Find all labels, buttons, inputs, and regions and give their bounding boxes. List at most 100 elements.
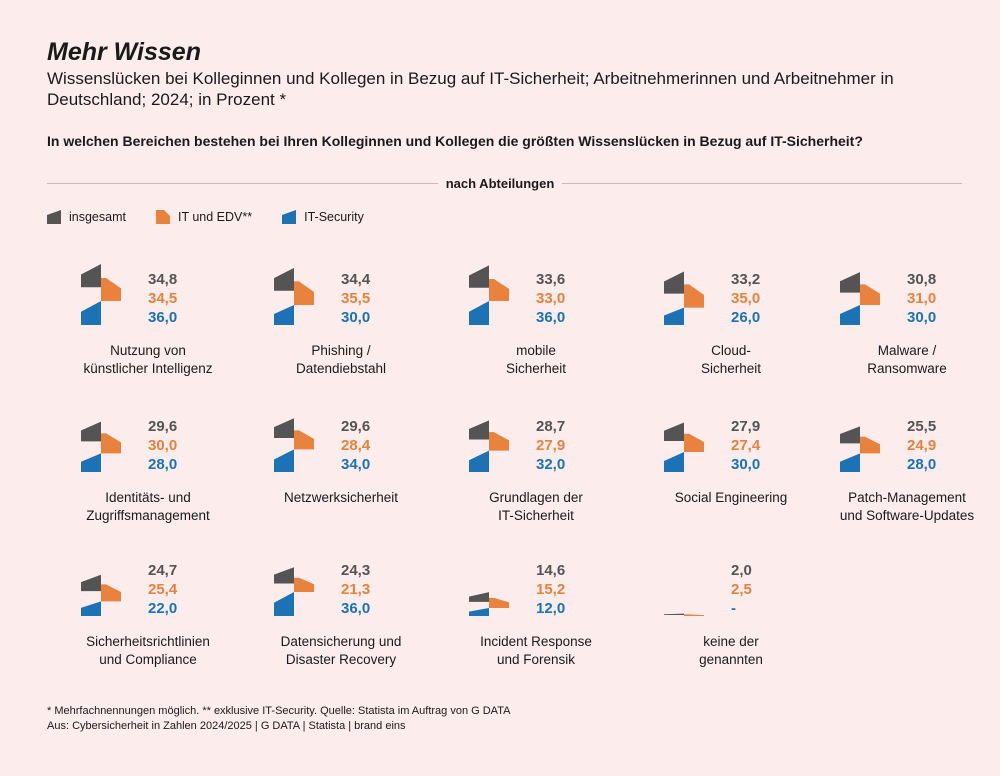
value-insgesamt: 34,4 [341,271,371,288]
legend-item-insgesamt: insgesamt [47,210,126,224]
mark-insgesamt [664,613,684,615]
chart-item: 30,8 31,0 30,0 Malware / Ransomware [812,257,1000,377]
mark-it-security [81,301,101,325]
legend-item-it-security: IT-Security [282,210,364,224]
mark-insgesamt [274,418,294,438]
category-label-line: Incident Response [480,634,592,649]
value-insgesamt: 28,7 [536,418,566,435]
value-it-edv: 2,5 [731,581,752,598]
glyph [469,420,509,472]
value-labels: 2,0 2,5 - [731,561,791,618]
category-label: Patch-Management und Software-Updates [812,489,1000,525]
category-label-line: Social Engineering [674,490,788,505]
legend-label-it-security: IT-Security [304,210,364,224]
value-it-edv: 28,4 [341,437,371,454]
category-label-line: und Software-Updates [839,508,975,523]
survey-question: In welchen Bereichen bestehen bei Ihren … [47,133,863,149]
value-labels: 25,5 24,9 28,0 [907,417,967,474]
mark-it-edv [684,614,704,616]
value-it-edv: 30,0 [148,437,178,454]
legend-label-insgesamt: insgesamt [69,210,126,224]
value-it-security: 12,0 [536,600,566,617]
glyph [469,265,509,325]
mark-it-security [469,450,489,472]
category-label-line: Sicherheit [505,361,567,376]
category-label: Identitäts- und Zugriffsmanagement [53,489,243,525]
mark-it-edv [684,433,704,452]
mark-insgesamt [81,264,101,288]
category-label-line: und Forensik [496,652,576,667]
mark-insgesamt [664,271,684,294]
category-label: Nutzung von künstlicher Intelligenz [53,342,243,378]
mark-it-security [274,305,294,325]
mark-it-security [274,449,294,472]
category-label-line: Datensicherung und [280,634,402,649]
legend: insgesamt IT und EDV** IT-Security [47,208,394,226]
mark-it-security [469,608,489,616]
value-labels: 28,7 27,9 32,0 [536,417,596,474]
category-label: Sicherheitsrichtlinien und Compliance [53,633,243,669]
value-it-security: 28,0 [907,456,937,473]
mark-insgesamt [274,267,294,291]
chart-item: 24,3 21,3 36,0 Datensicherung und Disaster R… [246,548,436,668]
value-insgesamt: 27,9 [731,418,761,435]
category-label-line: künstlicher Intelligenz [83,361,213,376]
mark-it-security [840,305,860,325]
mark-it-edv [294,577,314,592]
mark-it-edv [101,278,121,301]
category-label-line: und Compliance [99,652,197,667]
value-insgesamt: 2,0 [731,562,752,579]
value-labels: 24,3 21,3 36,0 [341,561,401,618]
value-it-security: 30,0 [907,309,937,326]
mark-it-edv [294,430,314,450]
value-it-edv: 27,4 [731,437,761,454]
value-it-edv: 34,5 [148,290,178,307]
category-label-line: mobile [516,343,556,358]
chart-item: 33,6 33,0 36,0 mobile Sicherheit [441,257,631,377]
mark-it-security [664,307,684,325]
value-insgesamt: 24,3 [341,562,371,579]
mark-insgesamt [274,567,294,584]
mark-it-security [469,301,489,325]
value-labels: 14,6 15,2 12,0 [536,561,596,618]
value-insgesamt: 14,6 [536,562,566,579]
chart-item: 28,7 27,9 32,0 Grundlagen der IT-Sicherheit [441,404,631,524]
value-it-security: 36,0 [148,309,178,326]
category-label-line: Sicherheit [700,361,762,376]
value-insgesamt: 24,7 [148,562,178,579]
mark-it-edv [294,281,314,305]
mark-insgesamt [81,421,101,442]
value-it-edv: 15,2 [536,581,566,598]
footer-source: Aus: Cybersicherheit in Zahlen 2024/2025… [47,720,406,732]
mark-it-security [664,452,684,472]
glyph [274,267,314,325]
category-label-line: Sicherheitsrichtlinien [86,634,210,649]
glyph [664,271,704,325]
value-labels: 24,7 25,4 22,0 [148,561,208,618]
mark-it-security [81,453,101,472]
category-label-line: Zugriffsmanagement [86,508,210,523]
mark-it-edv [101,433,121,454]
value-insgesamt: 30,8 [907,271,937,288]
glyph [469,592,509,616]
value-insgesamt: 34,8 [148,271,178,288]
category-label-line: Phishing / [311,343,371,358]
footer-note: * Mehrfachnennungen möglich. ** exklusiv… [47,705,511,717]
value-labels: 27,9 27,4 30,0 [731,417,791,474]
category-label: Incident Response und Forensik [441,633,631,669]
mark-insgesamt [664,422,684,442]
legend-swatch-it-edv [155,210,170,224]
legend-swatch-it-security [282,210,297,224]
value-it-edv: 31,0 [907,290,937,307]
glyph [840,272,880,325]
chart-item: 29,6 28,4 34,0 Netzwerksicherheit [246,404,436,524]
value-it-edv: 25,4 [148,581,178,598]
legend-swatch-insgesamt [47,210,61,224]
category-label-line: Patch-Management [848,490,966,505]
mark-insgesamt [469,592,489,602]
value-it-security: 34,0 [341,456,371,473]
mark-it-edv [489,279,509,301]
chart-item: 27,9 27,4 30,0 Social Engineering [636,404,826,524]
value-it-edv: 35,0 [731,290,761,307]
category-label: Cloud- Sicherheit [636,342,826,378]
